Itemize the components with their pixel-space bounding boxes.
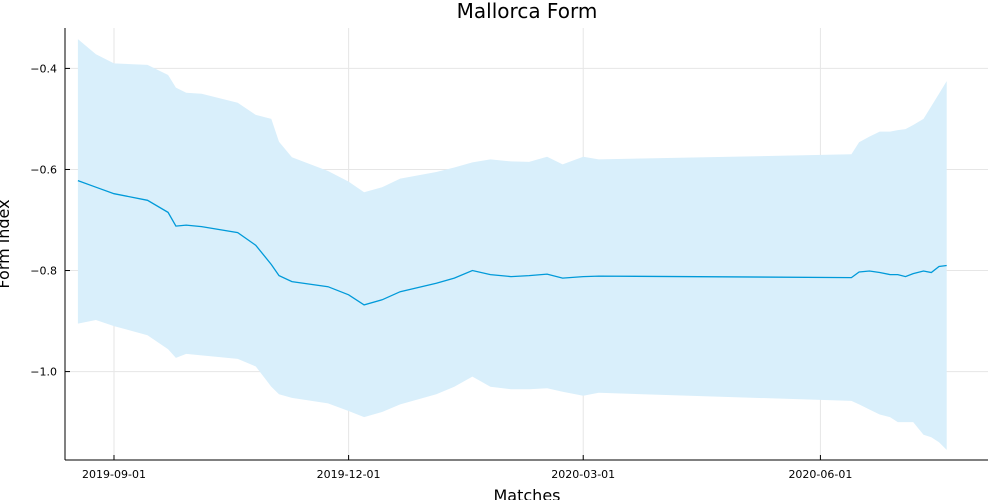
mean-line xyxy=(77,179,947,306)
confidence-band xyxy=(77,39,947,450)
x-tick-label: 2020-03-01 xyxy=(551,468,615,481)
y-tick-label: −0.8 xyxy=(30,265,57,278)
x-axis-label: Matches xyxy=(494,486,561,500)
x-tick-label: 2020-06-01 xyxy=(788,468,852,481)
y-tick-label: −0.6 xyxy=(30,163,57,176)
tick-labels: 2019-09-01 2019-12-01 2020-03-01 2020-06-01… xyxy=(30,62,852,481)
x-tick-label: 2019-12-01 xyxy=(317,468,381,481)
x-tick-label: 2019-09-01 xyxy=(82,468,146,481)
y-tick-label: −1.0 xyxy=(30,366,57,379)
axes xyxy=(64,28,988,461)
y-tick-label: −0.4 xyxy=(30,62,57,75)
y-axis-label: Form index xyxy=(0,199,13,288)
chart-title: Mallorca Form xyxy=(457,0,598,23)
